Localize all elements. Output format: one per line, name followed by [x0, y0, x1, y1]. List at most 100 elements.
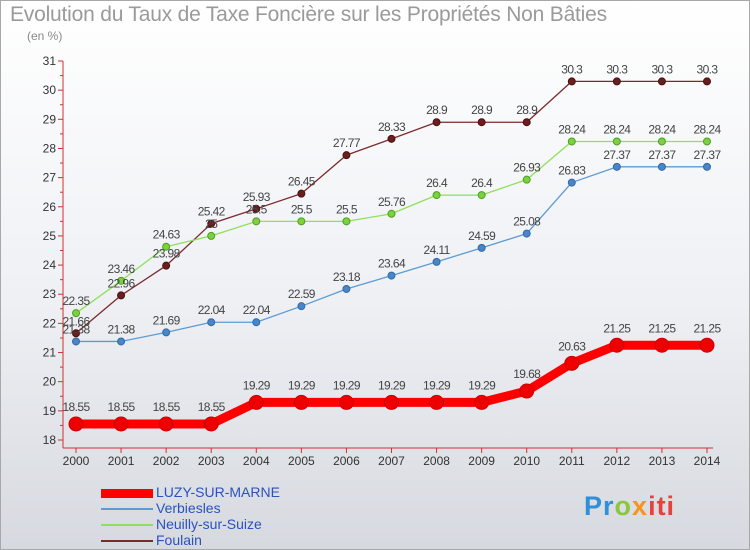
data-label-luzy-sur-marne: 18.55 [198, 400, 226, 414]
legend-swatch-foulain [101, 540, 153, 542]
x-tick-label: 2012 [604, 454, 631, 468]
data-point-foulain [522, 118, 531, 127]
data-label-luzy-sur-marne: 19.29 [423, 378, 451, 392]
y-tick-label: 23 [43, 287, 57, 301]
data-point-luzy-sur-marne [564, 355, 580, 371]
data-point-foulain [207, 219, 216, 228]
y-tick-label: 25 [43, 229, 57, 243]
data-point-neuilly-sur-suize [72, 309, 80, 318]
y-tick-label: 19 [43, 404, 57, 418]
data-point-foulain [432, 118, 441, 127]
data-label-neuilly-sur-suize: 25.5 [291, 202, 313, 216]
data-point-foulain [703, 77, 711, 86]
x-tick-label: 2006 [333, 454, 360, 468]
data-label-verbiesles: 22.04 [198, 303, 226, 317]
chart-title: Evolution du Taux de Taxe Foncière sur l… [10, 3, 607, 26]
data-label-neuilly-sur-suize: 28.24 [648, 122, 676, 136]
data-point-foulain [342, 151, 351, 160]
x-tick-label: 2008 [423, 454, 450, 468]
data-point-neuilly-sur-suize [477, 191, 486, 200]
legend-label-verbiesles: Verbiesles [156, 500, 221, 516]
data-label-foulain: 28.33 [378, 120, 406, 134]
data-point-foulain [567, 77, 576, 86]
data-label-luzy-sur-marne: 20.63 [558, 339, 586, 353]
data-label-verbiesles: 21.69 [153, 313, 181, 327]
data-label-neuilly-sur-suize: 28.24 [603, 122, 631, 136]
data-label-neuilly-sur-suize: 25 [205, 217, 218, 231]
data-label-foulain: 25.93 [243, 190, 271, 204]
y-tick-label: 29 [43, 112, 57, 126]
data-label-foulain: 30.3 [606, 62, 628, 76]
data-point-neuilly-sur-suize [252, 217, 261, 226]
data-label-luzy-sur-marne: 21.25 [648, 321, 676, 335]
data-label-foulain: 22.96 [108, 276, 136, 290]
data-point-neuilly-sur-suize [703, 137, 711, 146]
data-label-luzy-sur-marne: 19.29 [468, 378, 496, 392]
data-label-luzy-sur-marne: 18.55 [153, 400, 181, 414]
data-point-verbiesles [117, 337, 126, 346]
data-point-verbiesles [297, 302, 306, 311]
data-point-foulain [297, 189, 306, 198]
data-point-foulain [252, 204, 261, 213]
data-label-foulain: 30.3 [651, 62, 673, 76]
data-point-foulain [162, 261, 171, 270]
data-label-verbiesles: 21.38 [108, 322, 136, 336]
data-label-foulain: 23.98 [153, 247, 181, 261]
data-label-foulain: 21.66 [62, 314, 90, 328]
data-label-foulain: 28.9 [471, 103, 493, 117]
data-point-foulain [117, 291, 126, 300]
data-label-luzy-sur-marne: 19.29 [243, 378, 271, 392]
data-point-neuilly-sur-suize [612, 137, 621, 146]
x-tick-label: 2011 [559, 454, 585, 468]
data-point-verbiesles [567, 178, 576, 187]
data-point-neuilly-sur-suize [117, 276, 126, 285]
data-label-verbiesles: 24.11 [424, 243, 451, 257]
data-point-verbiesles [612, 162, 621, 171]
data-point-luzy-sur-marne [203, 416, 219, 432]
data-label-foulain: 28.9 [426, 103, 448, 117]
data-point-foulain [612, 77, 621, 86]
data-label-luzy-sur-marne: 19.29 [333, 378, 361, 392]
y-tick-label: 31 [43, 54, 57, 68]
data-point-neuilly-sur-suize [207, 231, 216, 240]
data-point-foulain [387, 134, 396, 143]
data-label-neuilly-sur-suize: 28.24 [693, 122, 721, 136]
x-tick-label: 2002 [153, 454, 180, 468]
data-label-neuilly-sur-suize: 25.5 [246, 202, 268, 216]
y-tick-label: 20 [43, 375, 57, 389]
data-label-neuilly-sur-suize: 23.46 [108, 262, 136, 276]
y-tick-label: 26 [43, 200, 57, 214]
y-tick-label: 24 [43, 258, 57, 272]
y-tick-label: 18 [43, 433, 57, 447]
data-point-luzy-sur-marne [519, 383, 535, 399]
data-label-verbiesles: 22.59 [288, 287, 316, 301]
y-tick-label: 22 [43, 316, 57, 330]
x-tick-label: 2009 [468, 454, 495, 468]
data-point-verbiesles [342, 284, 351, 293]
proxiti-logo: Proxiti [584, 491, 676, 521]
data-point-neuilly-sur-suize [522, 175, 531, 184]
data-label-luzy-sur-marne: 19.68 [513, 367, 541, 381]
data-point-verbiesles [72, 337, 80, 346]
x-tick-label: 2014 [694, 454, 721, 468]
data-label-foulain: 26.45 [288, 175, 316, 189]
data-point-verbiesles [477, 243, 486, 252]
x-tick-label: 2005 [288, 454, 315, 468]
legend-label-luzy-sur-marne: LUZY-SUR-MARNE [156, 484, 280, 500]
data-point-foulain [72, 329, 80, 338]
data-label-verbiesles: 21.38 [62, 322, 90, 336]
y-tick-label: 30 [43, 83, 57, 97]
data-point-neuilly-sur-suize [432, 191, 441, 200]
data-point-luzy-sur-marne [429, 394, 445, 410]
data-label-luzy-sur-marne: 19.29 [378, 378, 406, 392]
legend-swatch-verbiesles [101, 508, 153, 510]
x-tick-label: 2010 [513, 454, 540, 468]
data-point-luzy-sur-marne [293, 394, 309, 410]
data-label-luzy-sur-marne: 18.55 [62, 400, 90, 414]
y-tick-label: 21 [43, 346, 57, 360]
data-label-foulain: 30.3 [561, 62, 583, 76]
legend-swatch-luzy-sur-marne [101, 488, 153, 498]
data-point-verbiesles [657, 162, 666, 171]
data-label-verbiesles: 27.37 [693, 148, 721, 162]
